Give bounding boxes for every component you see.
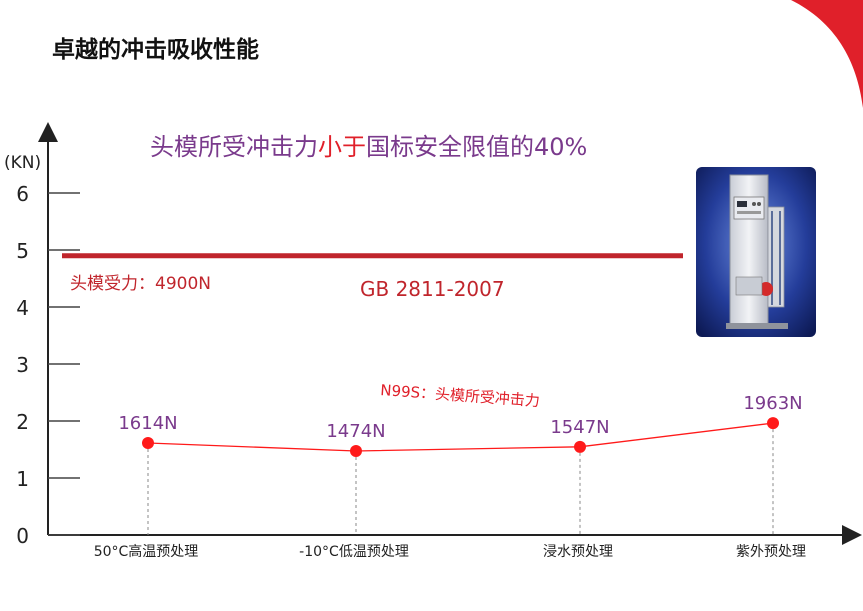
data-point (142, 437, 154, 450)
series-name-label: N99S：头模所受冲击力 (380, 381, 541, 410)
x-category-label: 浸水预处理 (543, 544, 613, 560)
y-axis-unit: (KN) (4, 153, 41, 173)
data-label: 1474N (326, 421, 385, 442)
y-tick-label: 1 (16, 467, 29, 491)
series-line (147, 422, 774, 452)
y-tick-label: 2 (16, 410, 29, 434)
x-category-label: 紫外预处理 (736, 544, 806, 560)
headline-part-2: 国标安全限值的40% (366, 133, 588, 161)
chart-headline: 头模所受冲击力小于国标安全限值的40% (150, 127, 587, 162)
x-category-label: 50°C高温预处理 (94, 543, 199, 560)
data-point (574, 440, 586, 453)
y-tick-label: 5 (16, 239, 29, 263)
data-point (350, 444, 362, 457)
x-category-label: -10°C低温预处理 (299, 544, 409, 560)
data-label: 1547N (550, 417, 609, 438)
headline-highlight: 小于 (318, 133, 366, 161)
y-tick-label: 3 (16, 353, 29, 377)
headline-part-1: 头模所受冲击力 (150, 133, 318, 161)
y-tick-label: 6 (16, 182, 29, 206)
threshold-label: 头模受力：4900N (70, 274, 211, 294)
y-tick-label: 4 (16, 296, 29, 320)
data-point (767, 417, 779, 430)
standard-label: GB 2811-2007 (360, 277, 505, 301)
data-label: 1614N (118, 413, 177, 434)
testing-machine-photo (696, 167, 816, 337)
corner-decoration (791, 0, 863, 108)
page-title: 卓越的冲击吸收性能 (52, 37, 259, 63)
y-tick-label: 0 (16, 524, 29, 548)
data-label: 1963N (743, 393, 802, 414)
